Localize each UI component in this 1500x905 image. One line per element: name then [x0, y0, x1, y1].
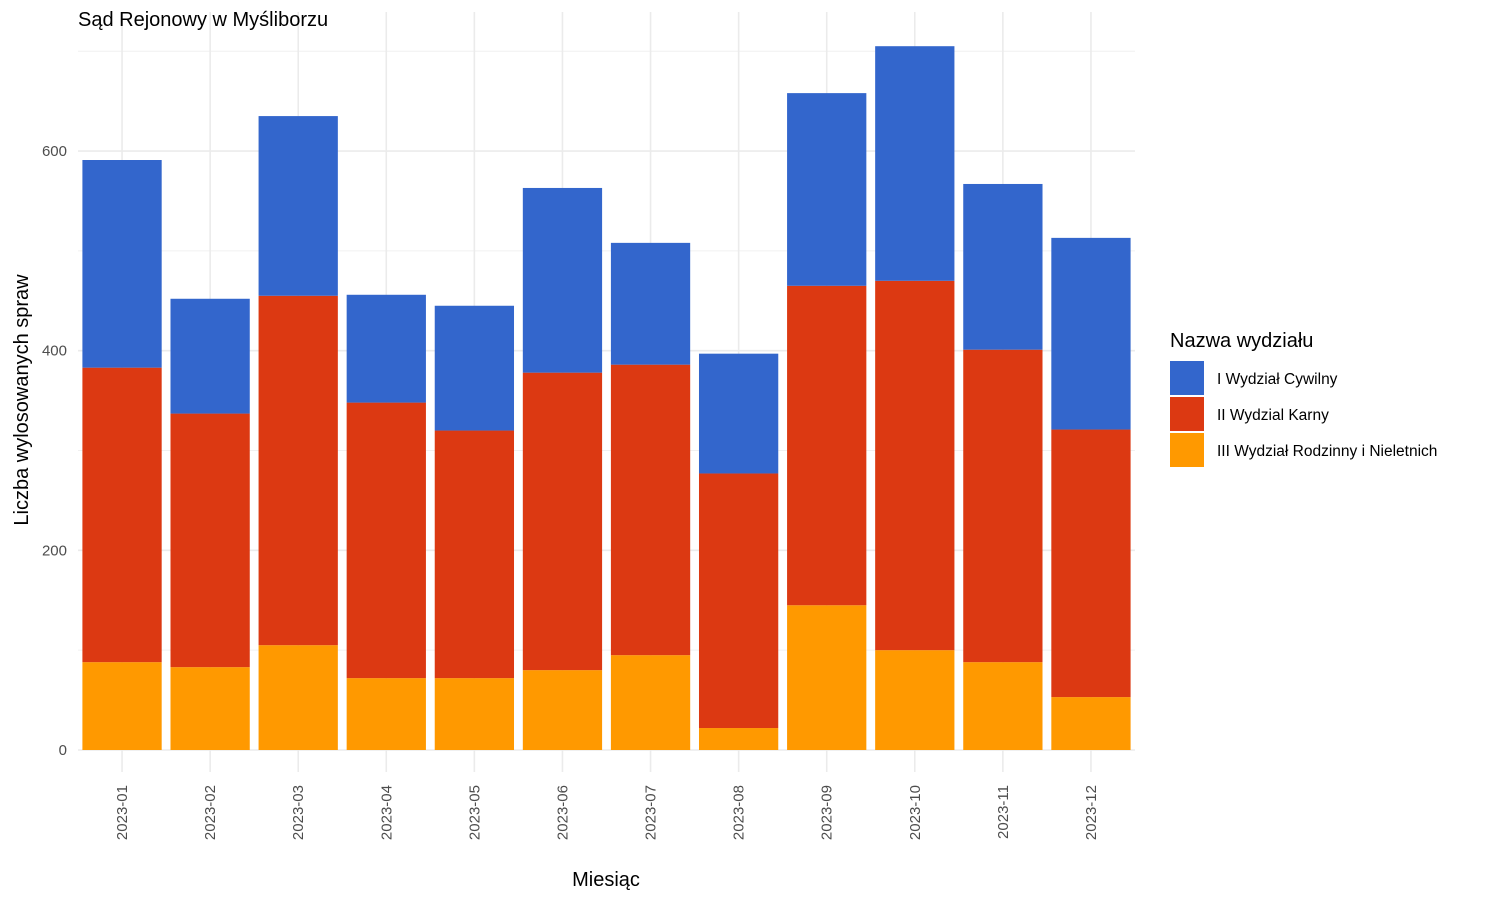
bar-segment: [610, 364, 691, 656]
x-tick-label: 2023-09: [819, 785, 836, 840]
bar-segment: [875, 46, 955, 281]
bar-segment: [698, 473, 779, 729]
x-tick-label: 2023-10: [907, 785, 924, 840]
legend-key: [1170, 433, 1204, 467]
legend-title: Nazwa wydziału: [1170, 330, 1313, 352]
x-tick-label: 2023-04: [378, 785, 395, 840]
x-tick-label: 2023-02: [202, 785, 219, 840]
bar-segment: [1051, 697, 1131, 750]
x-tick-label: 2023-03: [290, 785, 307, 840]
bar-segment: [787, 605, 867, 750]
bar-segment: [170, 298, 250, 414]
bar-segment: [787, 285, 867, 606]
bar-segment: [522, 670, 603, 750]
bar-segment: [1051, 237, 1131, 430]
y-tick-label: 200: [42, 542, 67, 559]
bar-segment: [875, 280, 955, 651]
legend-label: II Wydzial Karny: [1217, 407, 1329, 424]
bar-segment: [787, 93, 867, 286]
bar-segment: [434, 305, 515, 431]
x-tick-label: 2023-08: [731, 785, 748, 840]
bar-segment: [610, 655, 691, 750]
bar-segment: [698, 728, 779, 750]
bar-segment: [698, 353, 779, 474]
bar-segment: [258, 645, 338, 750]
bar-segment: [434, 678, 515, 750]
bar-segment: [610, 242, 691, 365]
y-tick-label: 600: [42, 143, 67, 160]
legend-label: III Wydział Rodzinny i Nieletnich: [1217, 443, 1437, 460]
bar-segment: [522, 372, 603, 671]
bar-segment: [963, 183, 1043, 350]
bar-segment: [434, 430, 515, 679]
bar-segment: [82, 367, 162, 663]
bar-segment: [963, 349, 1043, 663]
bar-segment: [1051, 429, 1131, 698]
x-tick-label: 2023-06: [554, 785, 571, 840]
bar-segment: [170, 413, 250, 668]
bar-segment: [346, 678, 426, 750]
y-tick-label: 0: [59, 742, 67, 759]
bar-segment: [522, 187, 603, 373]
chart-title: Sąd Rejonowy w Myśliborzu: [78, 9, 328, 31]
x-tick-label: 2023-12: [1083, 785, 1100, 840]
bar-segment: [258, 295, 338, 646]
bars: [82, 46, 1131, 750]
x-tick-label: 2023-01: [114, 785, 131, 840]
bar-segment: [82, 160, 162, 368]
bar-segment: [170, 667, 250, 750]
y-tick-label: 400: [42, 343, 67, 360]
bar-segment: [346, 294, 426, 403]
y-axis-title: Liczba wylosowanych spraw: [11, 274, 33, 526]
legend-label: I Wydział Cywilny: [1217, 371, 1338, 388]
bar-segment: [963, 662, 1043, 750]
bar-segment: [875, 650, 955, 750]
x-tick-label: 2023-07: [643, 785, 660, 840]
bar-segment: [346, 402, 426, 679]
bar-segment: [82, 662, 162, 750]
legend-key: [1170, 361, 1204, 395]
legend-key: [1170, 397, 1204, 431]
x-tick-label: 2023-11: [995, 785, 1012, 839]
legend: Nazwa wydziału I Wydział Cywilny II Wydzi…: [1170, 330, 1437, 467]
x-tick-label: 2023-05: [466, 785, 483, 840]
bar-segment: [258, 116, 338, 296]
axes: 0 200 400 600 2023-01 2023-02 2023-03 2023-04 20…: [42, 143, 1100, 840]
x-axis-title: Miesiąc: [572, 869, 640, 891]
